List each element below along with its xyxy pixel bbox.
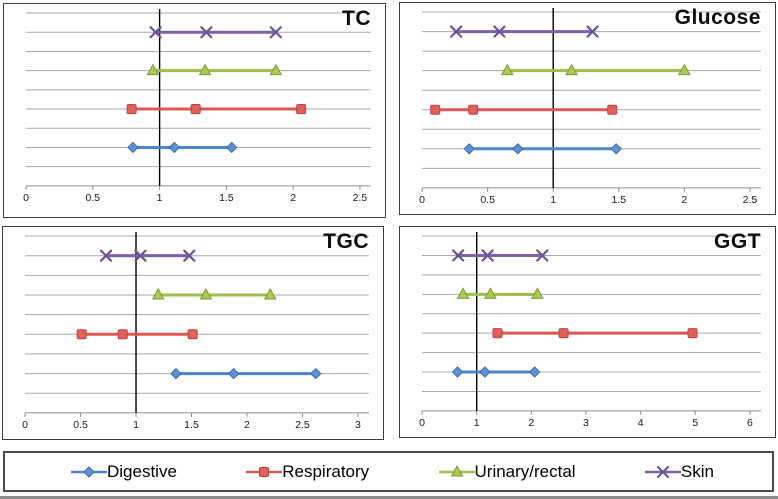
legend-item-respiratory: Respiratory	[246, 463, 369, 480]
tc-plot-area: 0 0.5 1 1.5 2 2.5	[23, 9, 371, 204]
legend-item-skin: Skin	[644, 462, 714, 481]
chart-panel-tc: 0 0.5 1 1.5 2 2.5 TC	[3, 3, 386, 218]
svg-text:2: 2	[528, 417, 534, 429]
legend-item-digestive: Digestive	[71, 463, 177, 480]
skin-xcross-icon	[644, 465, 681, 478]
svg-text:0.5: 0.5	[73, 419, 88, 431]
digestive-diamond-icon	[71, 465, 107, 478]
legend-item-urinary-rectal: Urinary/rectal	[438, 462, 576, 481]
svg-text:2: 2	[244, 419, 250, 431]
legend-label-urinary-rectal: Urinary/rectal	[474, 462, 576, 481]
chart-panel-glucose: 0 0.5 1 1.5 2 2.5 Glucose	[399, 2, 776, 215]
svg-text:1.5: 1.5	[184, 419, 199, 431]
chart-title-tc: TC	[342, 7, 371, 30]
svg-text:3: 3	[583, 417, 589, 429]
svg-text:2.5: 2.5	[295, 419, 310, 431]
ggt-plot-area: 0 1 2 3 4 5 6	[419, 232, 761, 429]
figure-bottom-border	[0, 496, 778, 499]
svg-text:3: 3	[355, 419, 361, 431]
svg-text:0: 0	[22, 419, 28, 431]
chart-title-tgc: TGC	[323, 230, 369, 253]
legend: Digestive Respiratory Urinary/rectal Ski…	[3, 451, 774, 492]
svg-text:1: 1	[157, 192, 163, 204]
urinary-rectal-triangle-icon	[438, 464, 475, 476]
svg-text:0: 0	[419, 417, 425, 429]
svg-text:5: 5	[692, 417, 698, 429]
svg-text:2.5: 2.5	[353, 192, 368, 204]
svg-text:1.5: 1.5	[611, 194, 626, 206]
svg-text:0.5: 0.5	[480, 194, 495, 206]
svg-text:1.5: 1.5	[219, 192, 234, 204]
svg-text:2: 2	[681, 194, 687, 206]
svg-text:2: 2	[290, 192, 296, 204]
svg-text:6: 6	[747, 417, 753, 429]
chart-panel-tgc: 0 0.5 1 1.5 2 2.5 3 TGC	[2, 226, 384, 440]
chart-title-ggt: GGT	[714, 230, 761, 253]
chart-panel-ggt: 0 1 2 3 4 5 6 GGT	[399, 226, 776, 438]
svg-text:0: 0	[23, 192, 29, 204]
legend-label-respiratory: Respiratory	[282, 462, 370, 481]
svg-text:4: 4	[638, 417, 644, 429]
respiratory-square-icon	[246, 466, 283, 477]
glucose-plot-area: 0 0.5 1 1.5 2 2.5	[419, 8, 761, 206]
svg-text:2.5: 2.5	[743, 194, 758, 206]
svg-text:0.5: 0.5	[86, 192, 101, 204]
legend-label-skin: Skin	[680, 462, 714, 481]
svg-text:0: 0	[419, 194, 425, 206]
svg-text:1: 1	[550, 194, 556, 206]
tgc-plot-area: 0 0.5 1 1.5 2 2.5 3	[22, 232, 369, 431]
svg-text:1: 1	[474, 417, 480, 429]
legend-label-digestive: Digestive	[107, 462, 177, 481]
chart-title-glucose: Glucose	[674, 6, 761, 29]
svg-text:1: 1	[133, 419, 139, 431]
